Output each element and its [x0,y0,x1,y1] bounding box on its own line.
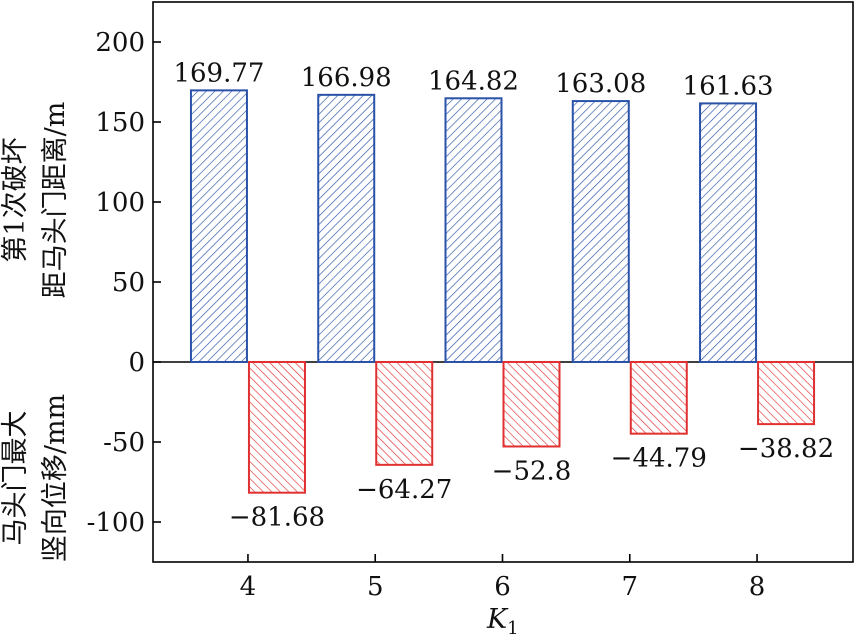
bar-positive [571,100,630,364]
y-axis-title-upper: 第1次破坏 距马头门距离/m [0,102,71,299]
data-label-negative: −52.8 [492,456,572,486]
data-label-negative: −81.68 [229,503,325,533]
bar-positive [699,102,758,363]
data-label-negative: −44.79 [611,444,707,474]
data-label-negative: −38.82 [738,434,834,464]
bar-negative [629,361,688,435]
x-axis-title-main: K [486,604,509,634]
data-label-positive: 163.08 [555,69,646,99]
data-label-positive: 161.63 [683,71,774,101]
x-axis-title: K1 [486,604,519,634]
x-tick-label: 4 [240,572,257,602]
y-axis-title-upper-line1: 第1次破坏 [0,137,31,262]
y-axis-title-lower-line2: 竖向位移/mm [40,394,71,562]
x-tick-label: 8 [749,572,766,602]
y-tick-label: -100 [87,508,145,538]
x-tick-label: 7 [621,572,638,602]
bar-negative [375,361,434,466]
bar-positive [317,93,376,363]
y-tick-label: 0 [128,348,145,378]
y-axis-title-upper-line2: 距马头门距离/m [40,102,71,299]
bar-negative [757,361,816,426]
y-axis-title-lower: 马头门最大 竖向位移/mm [0,394,71,562]
data-label-positive: 169.77 [173,58,264,88]
x-axis-title-subscript: 1 [507,618,518,634]
bar-positive [189,89,248,363]
y-tick-label: 50 [112,268,145,298]
x-tick-label: 6 [494,572,511,602]
x-tick-label: 5 [367,572,384,602]
y-tick-label: 200 [95,28,145,58]
bar-negative [247,361,306,494]
data-label-positive: 164.82 [428,66,519,96]
y-tick-label: 100 [95,188,145,218]
y-axis-title-lower-line1: 马头门最大 [0,411,31,546]
bar-positive [444,97,503,364]
chart-marks: -100 -50 0 50 100 150 200 4 5 6 7 8 169.77 −81.68 166.… [87,1,854,602]
bar-negative [502,361,561,448]
data-label-negative: −64.27 [356,475,452,505]
y-tick-label: 150 [95,108,145,138]
data-label-positive: 166.98 [301,63,392,93]
y-tick-label: -50 [103,428,145,458]
